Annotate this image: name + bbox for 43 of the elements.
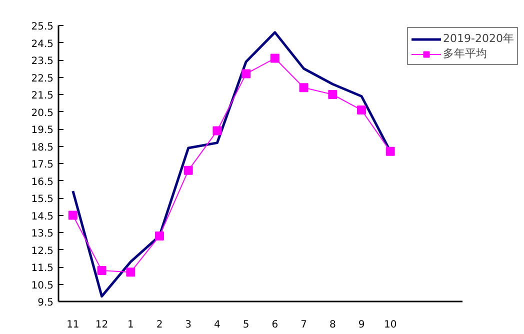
point bbox=[386, 146, 395, 156]
y-tick-label: 11.5 bbox=[31, 263, 54, 274]
point bbox=[212, 126, 222, 136]
y-tick-label: 9.5 bbox=[38, 298, 54, 308]
y-tick-label: 10.5 bbox=[31, 280, 54, 292]
point bbox=[184, 166, 193, 175]
y-tick-label: 20.5 bbox=[31, 108, 54, 119]
x-tick-label: 11 bbox=[66, 320, 80, 330]
x-tick-label: 6 bbox=[272, 320, 278, 330]
y-tick-label: 14.5 bbox=[31, 211, 54, 222]
x-tick-label: 5 bbox=[242, 320, 250, 330]
x-tick-label: 1 bbox=[127, 320, 134, 330]
y-tick-label: 21.5 bbox=[31, 90, 54, 102]
point bbox=[155, 231, 164, 240]
y-tick-label: 15.5 bbox=[31, 194, 54, 205]
point bbox=[97, 266, 106, 275]
y-tick-label: 18.5 bbox=[31, 142, 54, 154]
y-tick-label: 13.5 bbox=[31, 228, 54, 240]
x-tick-label: 12 bbox=[95, 320, 108, 330]
y-tick-label: 22.5 bbox=[31, 73, 54, 84]
x-tick-label: 4 bbox=[214, 320, 220, 330]
point bbox=[126, 268, 136, 277]
point bbox=[242, 69, 251, 78]
y-tick-label: 12.5 bbox=[31, 246, 54, 257]
legend-label: 2019-2020年 bbox=[443, 31, 514, 46]
x-tick-label: 3 bbox=[185, 320, 192, 330]
point bbox=[357, 106, 366, 115]
x-tick-label: 7 bbox=[300, 320, 307, 330]
point bbox=[68, 210, 78, 220]
x-tick-label: 10 bbox=[384, 320, 397, 330]
y-tick-label: 16.5 bbox=[31, 176, 54, 188]
y-tick-label: 19.5 bbox=[31, 125, 54, 136]
point bbox=[328, 90, 338, 99]
y-tick-label: 25.5 bbox=[31, 22, 54, 32]
point bbox=[270, 54, 280, 63]
x-tick-label: 2 bbox=[156, 320, 163, 330]
y-tick-label: 23.5 bbox=[31, 56, 54, 67]
point bbox=[299, 83, 308, 92]
x-tick-label: 8 bbox=[329, 320, 336, 330]
legend-label: 多年平均 bbox=[443, 46, 488, 61]
x-tick-label: 9 bbox=[358, 320, 365, 330]
y-tick-label: 17.5 bbox=[31, 160, 54, 170]
y-tick-label: 24.5 bbox=[31, 38, 54, 50]
